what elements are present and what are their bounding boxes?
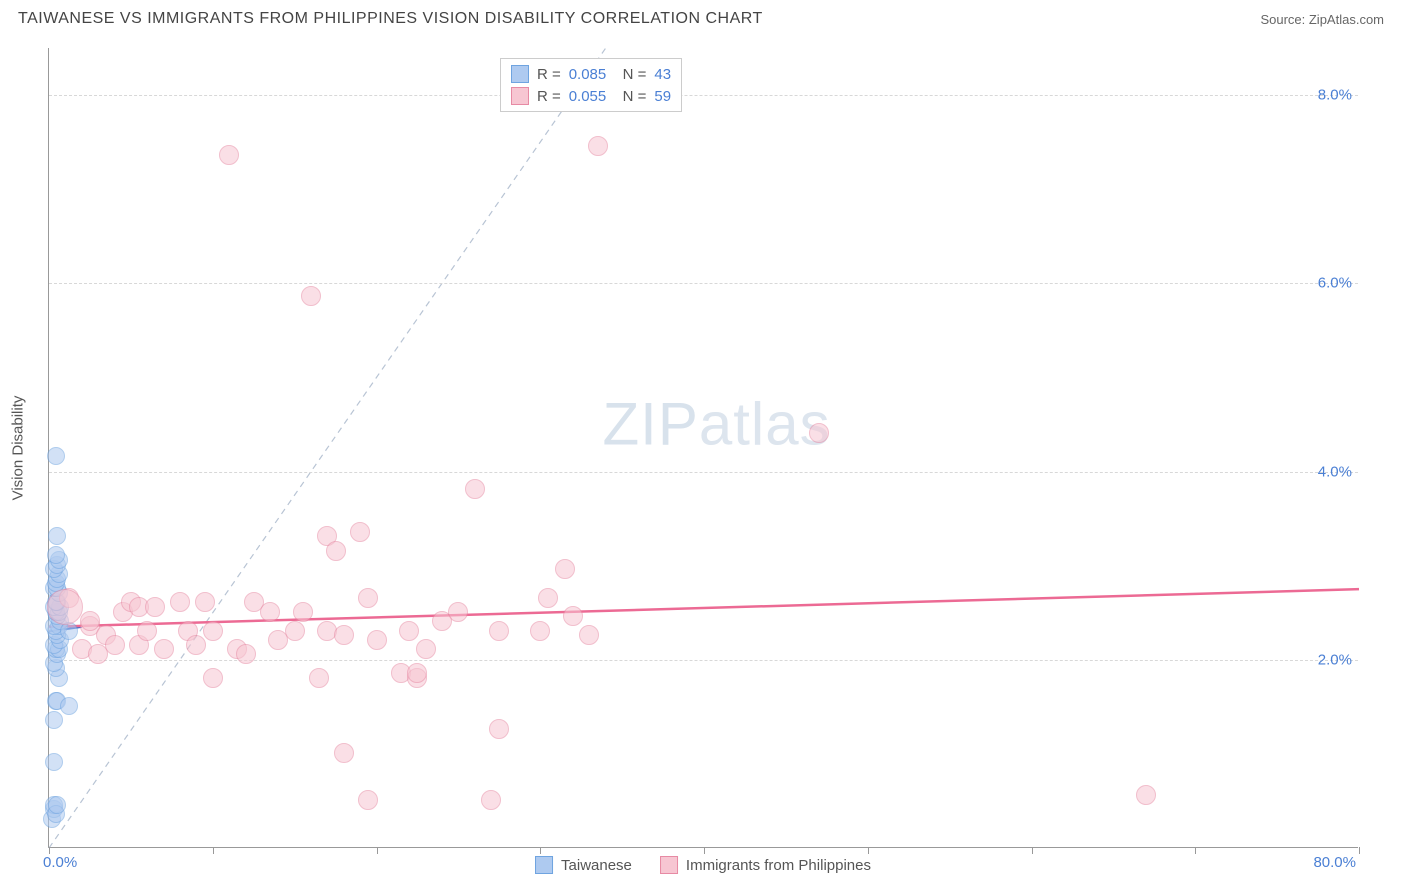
data-point [465, 479, 485, 499]
legend-row: R = 0.055 N = 59 [511, 85, 671, 107]
data-point [809, 423, 829, 443]
data-point [407, 663, 427, 683]
chart-title: TAIWANESE VS IMMIGRANTS FROM PHILIPPINES… [18, 10, 763, 28]
x-tick [1032, 847, 1033, 854]
source-attribution: Source: ZipAtlas.com [1260, 12, 1384, 27]
legend-r-value: 0.055 [569, 88, 607, 105]
legend-row: R = 0.085 N = 43 [511, 63, 671, 85]
y-tick-label: 8.0% [1318, 87, 1352, 104]
legend-label-philippines: Immigrants from Philippines [686, 857, 871, 874]
data-point [236, 644, 256, 664]
swatch-taiwanese [535, 856, 553, 874]
data-point [326, 541, 346, 561]
data-point [358, 588, 378, 608]
data-point [448, 602, 468, 622]
data-point [1136, 785, 1156, 805]
data-point [285, 621, 305, 641]
data-point [301, 286, 321, 306]
gridline [49, 472, 1358, 473]
x-tick [213, 847, 214, 854]
data-point [170, 592, 190, 612]
chart-lines-svg [49, 48, 1358, 847]
data-point-large [47, 589, 83, 625]
data-point [489, 621, 509, 641]
data-point [45, 711, 63, 729]
data-point [45, 753, 63, 771]
data-point [260, 602, 280, 622]
legend-swatch [511, 87, 529, 105]
swatch-philippines [660, 856, 678, 874]
data-point [367, 630, 387, 650]
legend-r-value: 0.085 [569, 66, 607, 83]
x-tick [868, 847, 869, 854]
y-axis-label: Vision Disability [10, 396, 27, 501]
y-tick-label: 4.0% [1318, 463, 1352, 480]
legend-swatch [511, 65, 529, 83]
legend-n-value: 43 [654, 66, 671, 83]
data-point [309, 668, 329, 688]
data-point [203, 621, 223, 641]
data-point [203, 668, 223, 688]
data-point [293, 602, 313, 622]
x-tick-label-end: 80.0% [1313, 854, 1356, 871]
data-point [186, 635, 206, 655]
legend-r-label: R = [537, 88, 561, 105]
series-legend: Taiwanese Immigrants from Philippines [535, 856, 871, 874]
x-tick [1359, 847, 1360, 854]
data-point [334, 625, 354, 645]
plot-region: ZIPatlas 2.0%4.0%6.0%8.0%0.0%80.0% [48, 48, 1358, 848]
legend-label-taiwanese: Taiwanese [561, 857, 632, 874]
gridline [49, 283, 1358, 284]
data-point [538, 588, 558, 608]
data-point [154, 639, 174, 659]
correlation-legend: R = 0.085 N = 43R = 0.055 N = 59 [500, 58, 682, 112]
data-point [416, 639, 436, 659]
data-point [60, 697, 78, 715]
data-point [555, 559, 575, 579]
data-point [219, 145, 239, 165]
x-tick-label-start: 0.0% [43, 854, 77, 871]
legend-r-label: R = [537, 66, 561, 83]
legend-n-label: N = [614, 66, 646, 83]
legend-item-taiwanese: Taiwanese [535, 856, 632, 874]
x-tick [1195, 847, 1196, 854]
data-point [588, 136, 608, 156]
data-point [48, 796, 66, 814]
x-tick [49, 847, 50, 854]
data-point [145, 597, 165, 617]
x-tick [540, 847, 541, 854]
data-point [563, 606, 583, 626]
gridline [49, 95, 1358, 96]
x-tick [377, 847, 378, 854]
data-point [358, 790, 378, 810]
data-point [137, 621, 157, 641]
legend-n-label: N = [614, 88, 646, 105]
legend-n-value: 59 [654, 88, 671, 105]
data-point [105, 635, 125, 655]
data-point [47, 447, 65, 465]
data-point [481, 790, 501, 810]
data-point [579, 625, 599, 645]
y-tick-label: 6.0% [1318, 275, 1352, 292]
data-point [47, 546, 65, 564]
data-point [80, 611, 100, 631]
data-point [530, 621, 550, 641]
data-point [350, 522, 370, 542]
chart-area: Vision Disability ZIPatlas 2.0%4.0%6.0%8… [48, 48, 1358, 848]
data-point [399, 621, 419, 641]
data-point [489, 719, 509, 739]
data-point [334, 743, 354, 763]
data-point [48, 527, 66, 545]
legend-item-philippines: Immigrants from Philippines [660, 856, 871, 874]
x-tick [704, 847, 705, 854]
data-point [195, 592, 215, 612]
y-tick-label: 2.0% [1318, 651, 1352, 668]
